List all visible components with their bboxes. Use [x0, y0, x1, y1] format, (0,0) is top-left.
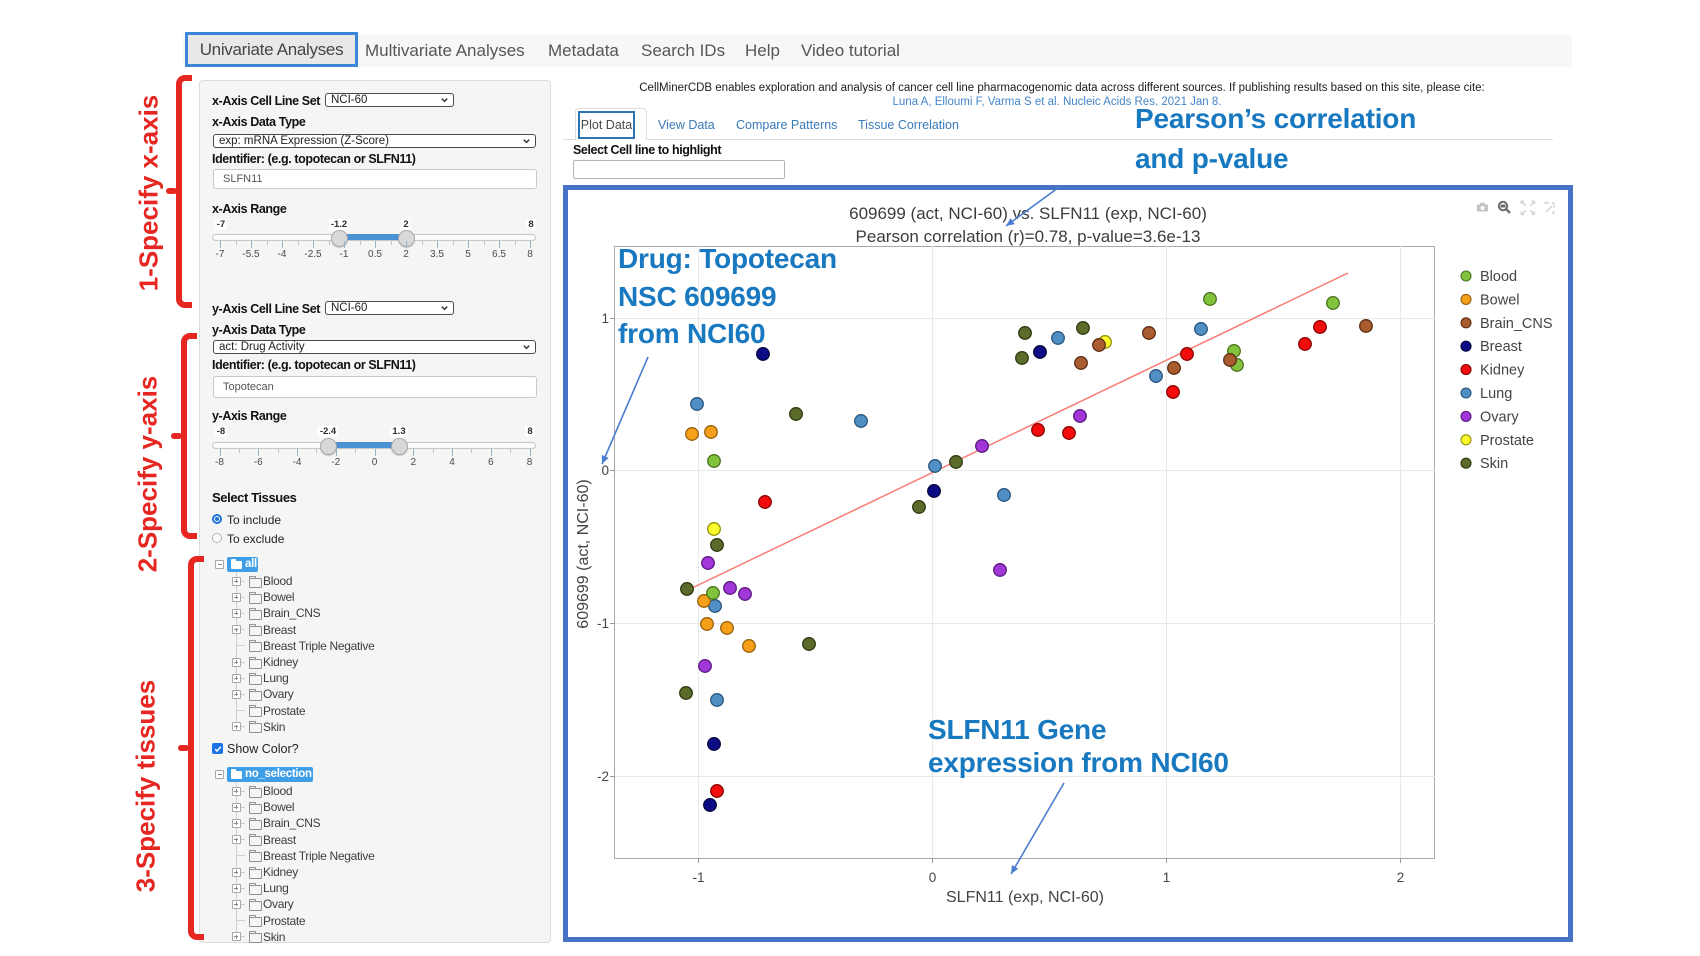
svg-text:2: 2 [1397, 870, 1405, 885]
svg-text:Bowel: Bowel [1480, 292, 1520, 308]
svg-text:Breast: Breast [1480, 339, 1522, 355]
svg-text:0: 0 [601, 463, 609, 478]
svg-text:Ovary: Ovary [1480, 409, 1519, 425]
svg-text:Blood: Blood [1480, 269, 1517, 285]
svg-text:0: 0 [929, 870, 937, 885]
svg-text:1: 1 [1163, 870, 1171, 885]
svg-text:Brain_CNS: Brain_CNS [1480, 316, 1553, 332]
svg-text:1: 1 [601, 311, 609, 326]
svg-text:Kidney: Kidney [1480, 363, 1525, 379]
svg-text:-1: -1 [597, 616, 609, 631]
svg-text:-1: -1 [692, 870, 704, 885]
svg-text:Pearson correlation (r)=0.78,: Pearson correlation (r)=0.78, p-value=3.… [856, 227, 1201, 246]
svg-text:SLFN11 (exp, NCI-60): SLFN11 (exp, NCI-60) [946, 889, 1104, 906]
svg-text:Prostate: Prostate [1480, 433, 1534, 449]
svg-text:Lung: Lung [1480, 386, 1512, 402]
svg-text:609699 (act, NCI-60): 609699 (act, NCI-60) [575, 479, 592, 628]
svg-text:-2: -2 [597, 769, 609, 784]
svg-text:Skin: Skin [1480, 456, 1508, 472]
svg-text:609699 (act, NCI-60) vs. SLFN1: 609699 (act, NCI-60) vs. SLFN11 (exp, NC… [849, 204, 1207, 223]
